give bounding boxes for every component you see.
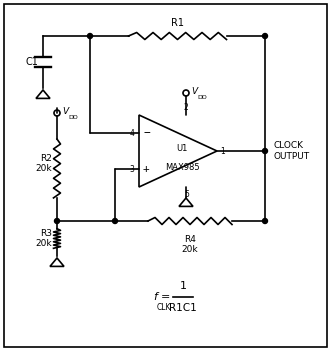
Text: R4
20k: R4 20k: [182, 235, 198, 254]
Circle shape: [113, 219, 118, 224]
Text: 2: 2: [184, 103, 189, 112]
Circle shape: [262, 148, 267, 153]
Text: −: −: [143, 128, 150, 138]
Text: R1C1: R1C1: [169, 303, 197, 313]
Text: =: =: [161, 292, 170, 302]
Text: +: +: [143, 164, 150, 174]
Text: V: V: [62, 107, 68, 117]
Text: R2
20k: R2 20k: [35, 154, 52, 173]
Text: 4: 4: [129, 128, 134, 138]
Circle shape: [262, 33, 267, 39]
Circle shape: [55, 219, 60, 224]
Text: R1: R1: [171, 18, 184, 28]
Circle shape: [262, 219, 267, 224]
Text: MAX985: MAX985: [165, 153, 199, 172]
Text: U1: U1: [176, 144, 188, 153]
Text: CLOCK
OUTPUT: CLOCK OUTPUT: [273, 141, 309, 161]
Text: CLK: CLK: [157, 303, 171, 312]
Text: 5: 5: [184, 190, 189, 199]
Text: C1: C1: [25, 57, 38, 67]
Text: R3
20k: R3 20k: [35, 229, 52, 248]
Circle shape: [87, 33, 92, 39]
Text: DD: DD: [68, 115, 78, 120]
Text: 3: 3: [129, 165, 134, 173]
Text: 1: 1: [179, 281, 186, 291]
Text: DD: DD: [197, 95, 207, 100]
Text: V: V: [191, 87, 197, 97]
Text: 1: 1: [220, 146, 225, 155]
Text: f: f: [153, 292, 157, 302]
